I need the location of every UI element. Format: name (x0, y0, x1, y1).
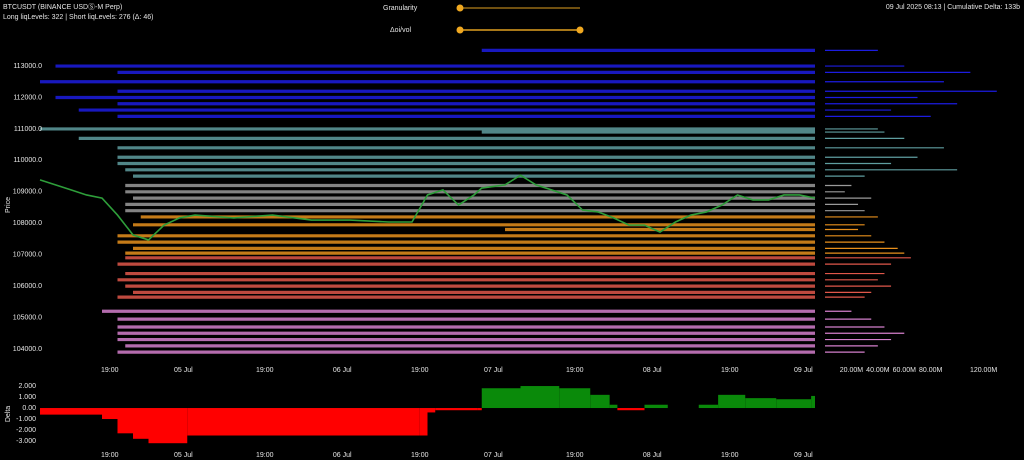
x-tick-label: 19:00 (721, 452, 739, 459)
delta-bar (617, 408, 645, 411)
x-tick-label: 19:00 (566, 367, 584, 374)
delta-bar (86, 408, 102, 415)
y-tick-label: 112000.0 (13, 94, 42, 101)
delta-bar (718, 394, 746, 409)
y-tick-label: 105000.0 (13, 314, 42, 321)
x-tick-label: 09 Jul (794, 367, 813, 374)
delta-bar (419, 408, 428, 436)
x-tick-label: 19:00 (411, 367, 429, 374)
x-tick-label: 05 Jul (174, 367, 193, 374)
x-tick-label: 19:00 (566, 452, 584, 459)
delta-bar (179, 408, 188, 444)
delta-bar (477, 408, 482, 411)
y-tick-label: -1.000 (16, 416, 36, 423)
delta-bar (745, 398, 777, 409)
y-tick-label: 110000.0 (13, 157, 42, 164)
delta-bar (117, 408, 133, 434)
x-tick-label: 19:00 (721, 367, 739, 374)
y-axis-label: Price (5, 197, 12, 213)
x-tick-label: 60.00M (893, 367, 917, 374)
slider-handle[interactable] (456, 26, 464, 34)
delta-bar (187, 408, 420, 436)
delta-bar (435, 408, 478, 411)
delta-bar (133, 408, 149, 439)
y-tick-label: 104000.0 (13, 346, 42, 353)
separator (817, 42, 824, 360)
chart-title: BTCUSDT (BINANCE USDⓈ-M Perp) (3, 3, 122, 11)
y-tick-label: 106000.0 (13, 283, 42, 290)
y-tick-label: 113000.0 (13, 63, 42, 70)
chart-subtitle: Long liqLevels: 322 | Short liqLevels: 2… (3, 14, 153, 21)
status: 09 Jul 2025 08:13 | Cumulative Delta: 13… (886, 4, 1020, 11)
x-tick-label: 20.00M (840, 367, 864, 374)
delta-bar (559, 388, 591, 409)
x-tick-label: 40.00M (866, 367, 890, 374)
x-tick-label: 80.00M (919, 367, 943, 374)
delta-bar (481, 388, 521, 409)
delta-bar (148, 408, 180, 444)
y-tick-label: 111000.0 (14, 126, 42, 133)
price-line (39, 174, 816, 241)
delta-bar (644, 404, 668, 409)
x-tick-label: 08 Jul (643, 452, 662, 459)
y-axis-label: Delta (5, 406, 12, 422)
y-tick-label: -2.000 (16, 427, 36, 434)
x-tick-label: 09 Jul (794, 452, 813, 459)
slider-handle[interactable] (456, 4, 464, 12)
delta-bar (102, 408, 118, 420)
y-tick-label: 108000.0 (13, 220, 42, 227)
y-tick-label: 2.000 (18, 383, 36, 390)
control-label: Δoi/vol (390, 27, 411, 34)
x-tick-label: 120.00M (970, 367, 997, 374)
x-tick-label: 19:00 (101, 367, 119, 374)
y-tick-label: 1.000 (18, 394, 36, 401)
x-tick-label: 06 Jul (333, 452, 352, 459)
x-tick-label: 19:00 (411, 452, 429, 459)
x-tick-label: 05 Jul (174, 452, 193, 459)
delta-bar (811, 395, 815, 409)
delta-bar (520, 386, 560, 409)
delta-bar (609, 404, 618, 409)
delta-bar (776, 399, 812, 409)
delta-bar (40, 408, 87, 415)
y-tick-label: -3.000 (16, 438, 36, 445)
x-tick-label: 06 Jul (333, 367, 352, 374)
y-tick-label: 0.00 (22, 405, 36, 412)
delta-bar (427, 408, 436, 413)
x-tick-label: 19:00 (256, 367, 274, 374)
delta-bar (698, 404, 719, 409)
x-tick-label: 08 Jul (643, 367, 662, 374)
x-tick-label: 07 Jul (484, 452, 503, 459)
delta-bar (590, 394, 610, 409)
y-tick-label: 107000.0 (13, 252, 42, 259)
x-tick-label: 19:00 (101, 452, 119, 459)
control-label: Granularity (383, 5, 418, 12)
slider-handle[interactable] (576, 26, 584, 34)
x-tick-label: 19:00 (256, 452, 274, 459)
x-tick-label: 07 Jul (484, 367, 503, 374)
y-tick-label: 109000.0 (13, 189, 42, 196)
